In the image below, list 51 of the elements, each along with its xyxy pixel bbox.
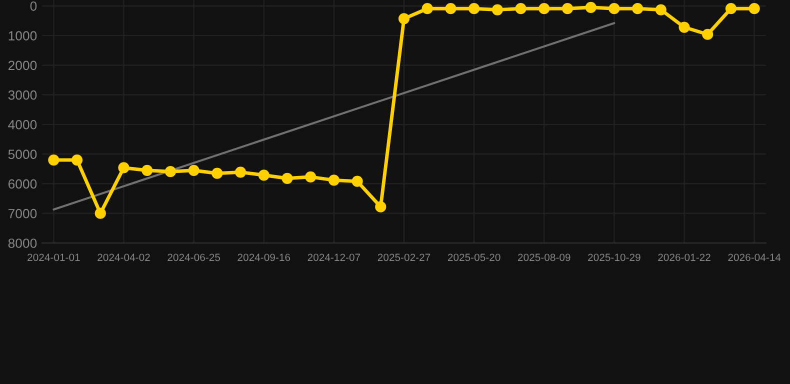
y-tick-label: 7000 bbox=[8, 208, 37, 218]
y-tick-label: 5000 bbox=[8, 150, 37, 160]
x-tick-label: 2024-12-07 bbox=[308, 254, 360, 262]
point bbox=[328, 174, 340, 186]
y-tick-label: 6000 bbox=[8, 179, 37, 189]
point bbox=[352, 176, 363, 187]
point bbox=[538, 3, 550, 14]
point bbox=[48, 154, 60, 166]
point bbox=[258, 170, 270, 181]
x-tick-label: 2024-01-01 bbox=[28, 254, 80, 262]
point bbox=[748, 3, 760, 14]
x-tick-label: 2025-05-20 bbox=[448, 254, 500, 262]
x-tick-label: 2024-09-16 bbox=[238, 254, 290, 262]
point bbox=[398, 13, 410, 24]
point bbox=[585, 2, 596, 13]
point bbox=[422, 3, 433, 14]
y-tick-label: 4000 bbox=[8, 120, 37, 130]
y-tick-label: 0 bbox=[30, 1, 37, 11]
y-tick-label: 1000 bbox=[8, 31, 37, 40]
y-tick-label: 2000 bbox=[8, 60, 37, 70]
point bbox=[445, 3, 456, 14]
point bbox=[375, 201, 386, 212]
point bbox=[142, 164, 153, 176]
x-tick-label: 2026-01-22 bbox=[658, 254, 710, 262]
point bbox=[655, 4, 666, 16]
point bbox=[562, 3, 574, 14]
x-tick-label: 2024-04-02 bbox=[98, 254, 150, 262]
point bbox=[234, 166, 246, 178]
y-tick-label: 8000 bbox=[8, 238, 37, 248]
point bbox=[282, 172, 293, 184]
x-tick-label: 2024-06-25 bbox=[168, 254, 220, 262]
point bbox=[188, 164, 200, 176]
point bbox=[305, 171, 316, 182]
point bbox=[492, 4, 503, 16]
point bbox=[702, 28, 714, 40]
x-tick-label: 2025-02-27 bbox=[378, 254, 430, 262]
x-tick-label: 2025-10-29 bbox=[588, 254, 640, 262]
point bbox=[468, 3, 480, 14]
y-tick-label: 3000 bbox=[8, 90, 37, 100]
point bbox=[94, 208, 106, 219]
point bbox=[118, 162, 130, 174]
point bbox=[212, 168, 223, 179]
point bbox=[678, 22, 690, 33]
point bbox=[515, 3, 526, 14]
point bbox=[725, 3, 737, 14]
point bbox=[608, 3, 620, 14]
point bbox=[632, 3, 644, 14]
x-tick-label: 2025-08-09 bbox=[518, 254, 570, 262]
point bbox=[164, 166, 176, 178]
x-tick-label: 2026-04-14 bbox=[728, 254, 781, 262]
point bbox=[71, 154, 83, 166]
